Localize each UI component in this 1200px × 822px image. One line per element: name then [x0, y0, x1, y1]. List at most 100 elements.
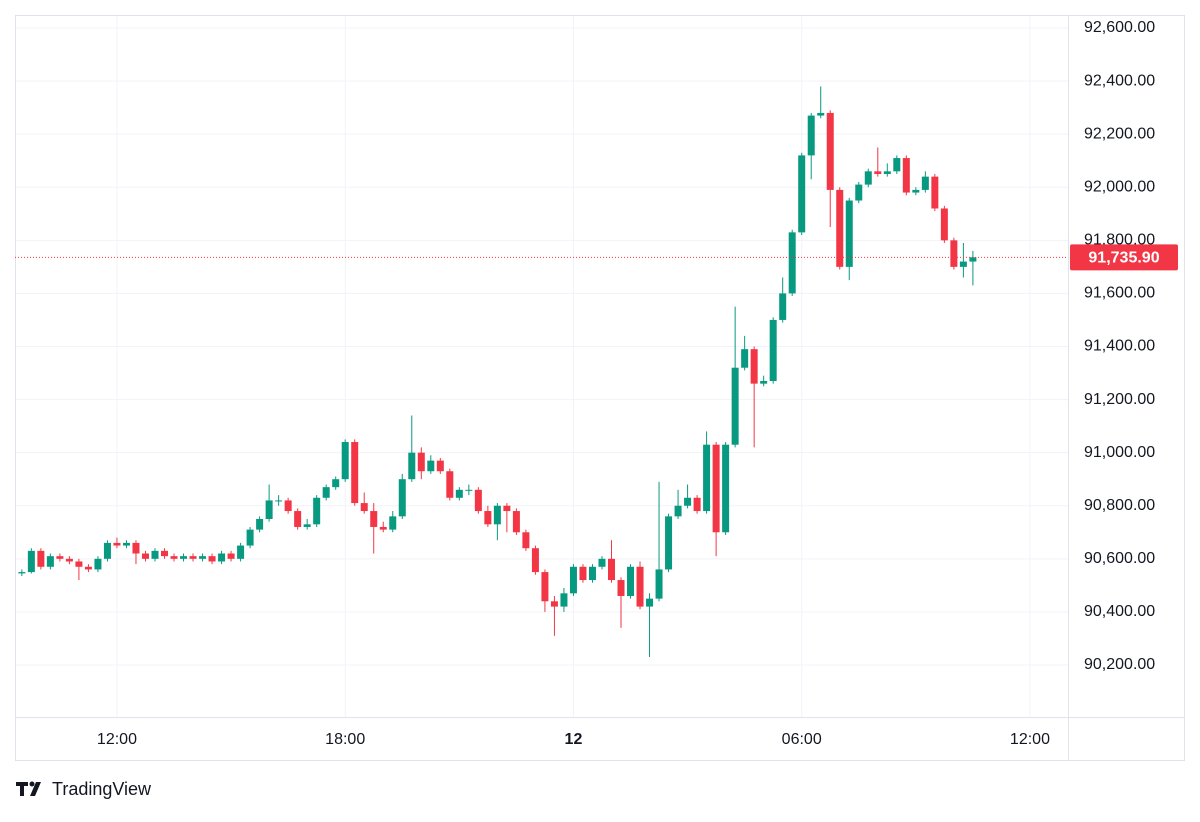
candle-body — [893, 158, 901, 172]
candle-body — [227, 553, 235, 559]
candle-body — [541, 572, 549, 602]
candle-body — [769, 319, 777, 381]
candle-body — [636, 566, 644, 607]
candle-body — [855, 184, 863, 201]
candle-body — [940, 208, 948, 241]
candle-body — [84, 566, 92, 570]
y-tick-label: 92,400.00 — [1084, 72, 1155, 89]
candle-body — [294, 511, 302, 527]
candle-body — [455, 489, 463, 498]
candle-body — [512, 511, 520, 533]
candle-body — [902, 158, 910, 193]
candle-body — [760, 380, 768, 384]
candle-body — [322, 487, 330, 498]
candle-body — [436, 460, 444, 472]
candle-body — [199, 556, 207, 559]
candle-body — [959, 261, 967, 267]
candle-body — [246, 529, 254, 546]
candle-body — [474, 489, 482, 512]
candle-body — [931, 176, 939, 209]
y-tick-label: 90,800.00 — [1084, 497, 1155, 514]
candle-body — [569, 566, 577, 594]
candle-body — [218, 553, 226, 562]
candle-body — [627, 566, 635, 596]
candle-body — [503, 505, 511, 512]
grid — [15, 15, 1068, 717]
candle-body — [56, 556, 64, 559]
candle-body — [132, 542, 140, 554]
x-tick-label: 12:00 — [1010, 731, 1050, 748]
candle-body — [265, 500, 273, 520]
candle-body — [722, 444, 730, 533]
x-tick-label: 06:00 — [782, 731, 822, 748]
y-tick-label: 90,200.00 — [1084, 656, 1155, 673]
candle-body — [522, 532, 530, 549]
last-price-label: 91,735.90 — [1088, 250, 1159, 267]
candle-body — [275, 500, 283, 502]
candle-body — [531, 548, 539, 573]
candle-body — [598, 558, 606, 567]
candle-body — [655, 569, 663, 599]
candle-body — [446, 471, 454, 498]
candles — [18, 86, 977, 658]
candle-body — [208, 556, 216, 562]
candle-body — [313, 497, 321, 525]
candle-body — [427, 460, 435, 472]
candle-body — [921, 176, 929, 190]
candle-body — [826, 112, 834, 190]
candle-body — [883, 171, 891, 174]
candle-body — [379, 526, 387, 530]
last-price-tag — [1070, 244, 1178, 271]
candle-body — [75, 561, 83, 567]
y-tick-label: 90,600.00 — [1084, 550, 1155, 567]
candle-body — [874, 171, 882, 174]
candle-body — [408, 452, 416, 480]
candle-body — [845, 200, 853, 267]
candle-body — [836, 189, 844, 267]
candle-body — [46, 556, 54, 567]
candle-body — [65, 558, 73, 562]
candle-body — [417, 452, 425, 472]
candle-body — [560, 593, 568, 607]
candle-body — [122, 542, 130, 546]
candle-body — [332, 479, 340, 488]
candle-body — [817, 112, 825, 116]
candle-body — [788, 232, 796, 294]
candle-body — [864, 171, 872, 185]
candle-body — [579, 566, 587, 581]
candle-body — [141, 553, 149, 559]
candle-body — [617, 580, 625, 596]
candle-body — [779, 293, 787, 320]
candle-body — [370, 511, 378, 527]
candle-body — [731, 367, 739, 445]
candle-body — [703, 444, 711, 512]
candle-body — [493, 505, 501, 525]
y-tick-label: 92,000.00 — [1084, 178, 1155, 195]
candle-body — [550, 601, 558, 607]
candle-body — [284, 500, 292, 512]
candle-body — [360, 503, 368, 512]
candle-body — [256, 519, 264, 530]
candle-body — [351, 442, 359, 504]
candle-body — [113, 542, 121, 546]
y-tick-label: 92,200.00 — [1084, 125, 1155, 142]
candle-body — [103, 542, 111, 559]
y-tick-label: 92,600.00 — [1084, 19, 1155, 36]
candle-body — [27, 550, 35, 573]
candle-body — [189, 556, 197, 559]
candle-body — [465, 489, 473, 491]
x-tick-label: 12:00 — [97, 731, 137, 748]
candle-body — [912, 189, 920, 193]
candle-body — [237, 545, 245, 559]
candle-body — [741, 349, 749, 368]
y-tick-label: 91,200.00 — [1084, 391, 1155, 408]
candle-body — [37, 550, 45, 567]
x-tick-label: 12 — [565, 731, 583, 748]
candle-body — [646, 598, 654, 607]
chart-frame — [15, 15, 1185, 761]
y-tick-label: 91,800.00 — [1084, 232, 1155, 249]
candle-body — [389, 516, 397, 530]
candle-body — [151, 550, 159, 559]
